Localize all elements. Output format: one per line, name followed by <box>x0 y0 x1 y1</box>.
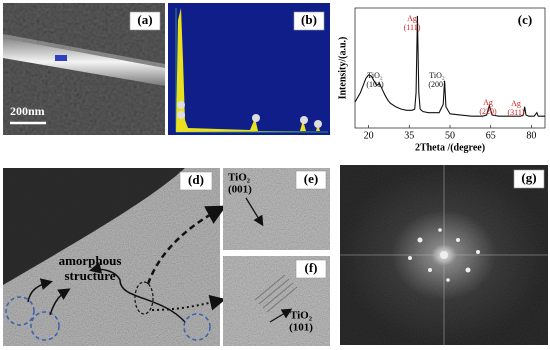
panel-a: (a) 200nm <box>3 3 165 135</box>
panel-c: (c) 2Theta /(degree) Intensity/(a.u.) 20… <box>337 7 546 153</box>
panel-f: (f) TiO₂ (101) <box>223 256 330 346</box>
annotation: TiO₂ <box>228 172 251 184</box>
annotation: (101) <box>289 322 313 334</box>
arrow <box>27 278 53 303</box>
peak-annotation: TiO₂ <box>367 71 383 80</box>
x-axis-title: 2Theta /(degree) <box>415 142 485 153</box>
dark-region <box>3 168 185 285</box>
peak-annotation: Ag <box>407 14 417 23</box>
arrow <box>49 288 71 316</box>
x-tick-label: 65 <box>486 130 496 141</box>
peak-annotation: (311) <box>507 108 524 117</box>
peak-marker <box>252 114 260 122</box>
rod-edge <box>3 34 165 68</box>
arrow <box>89 262 186 323</box>
annotation: TiO₂ <box>290 310 313 322</box>
arrow <box>245 197 264 227</box>
panel-label: (g) <box>521 170 536 185</box>
panel-d: (d) amorphous structure <box>3 168 227 346</box>
region-circle <box>30 311 60 341</box>
peak-marker <box>177 101 185 109</box>
y-axis-title: Intensity/(a.u.) <box>337 37 348 100</box>
label-box <box>179 171 213 191</box>
region-circle <box>183 313 211 341</box>
peak-annotation: (111) <box>404 23 421 32</box>
label-box <box>513 169 545 189</box>
x-tick-label: 50 <box>445 130 455 141</box>
xrd-line <box>354 15 545 117</box>
panel-b: (b) <box>168 3 330 135</box>
nanorod <box>3 38 165 86</box>
diffraction-spots <box>408 228 480 282</box>
lattice-fringes <box>254 274 298 313</box>
peak-annotation: Ag <box>483 98 493 107</box>
panel-e: (e) TiO₂ (001) <box>223 168 330 250</box>
label-box <box>295 259 327 279</box>
peak-annotation: (101) <box>366 80 384 89</box>
x-tick-label: 80 <box>526 130 536 141</box>
label-box <box>295 170 327 190</box>
region-circle <box>5 296 35 326</box>
panel-label: (d) <box>188 172 204 187</box>
panel-label: (e) <box>304 171 318 186</box>
panel-label: (c) <box>518 12 532 27</box>
panel-label: (b) <box>301 12 317 27</box>
panel-label: (f) <box>305 260 318 275</box>
region-ellipse <box>134 281 154 315</box>
arrow <box>269 308 293 323</box>
peak-annotation: (200) <box>428 80 446 89</box>
x-tick-label: 35 <box>404 130 414 141</box>
annotation: structure <box>64 268 115 283</box>
x-tick-label: 20 <box>364 130 374 141</box>
annotation: (001) <box>228 184 252 196</box>
peak-annotation: (220) <box>479 107 497 116</box>
peak-marker <box>314 120 322 128</box>
dashed-arrow <box>146 205 227 285</box>
panel-label: (a) <box>137 12 152 27</box>
peak-marker <box>177 111 185 119</box>
peak-annotation: TiO₂ <box>429 71 445 80</box>
label-box <box>293 11 325 31</box>
panel-g: (g) <box>340 165 548 345</box>
annotation: amorphous <box>59 253 122 268</box>
peak-marker <box>300 116 308 124</box>
peak-annotation: Ag <box>511 99 521 108</box>
scale-label: 200nm <box>10 104 45 118</box>
label-box <box>129 11 161 31</box>
eds-spot <box>55 55 67 61</box>
